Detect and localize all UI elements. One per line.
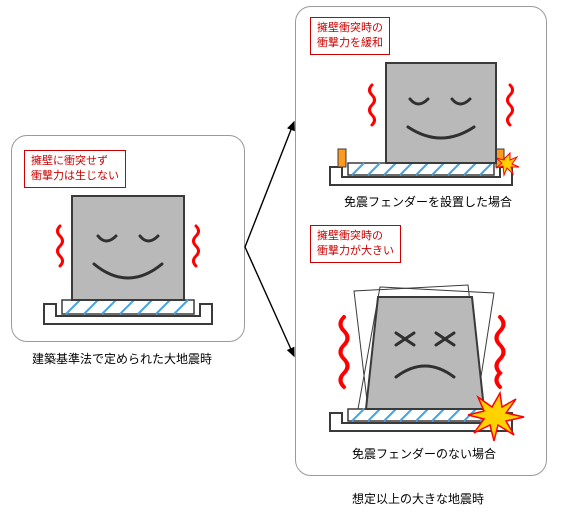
right-caption: 想定以上の大きな地震時 bbox=[352, 490, 484, 507]
right-top-subcaption: 免震フェンダーを設置した場合 bbox=[344, 193, 512, 210]
right-panel: 擁壁衝突時の 衝撃力を緩和 免震フェンダー bbox=[295, 6, 547, 476]
left-panel: 擁壁に衝突せず 衝撃力は生じない bbox=[11, 135, 245, 342]
right-bottom-subcaption: 免震フェンダーのない場合 bbox=[352, 445, 496, 462]
right-top-diagram bbox=[296, 7, 546, 207]
left-caption: 建築基準法で定められた大地震時 bbox=[32, 350, 212, 367]
right-bottom-diagram bbox=[296, 221, 546, 457]
left-diagram bbox=[12, 136, 244, 341]
